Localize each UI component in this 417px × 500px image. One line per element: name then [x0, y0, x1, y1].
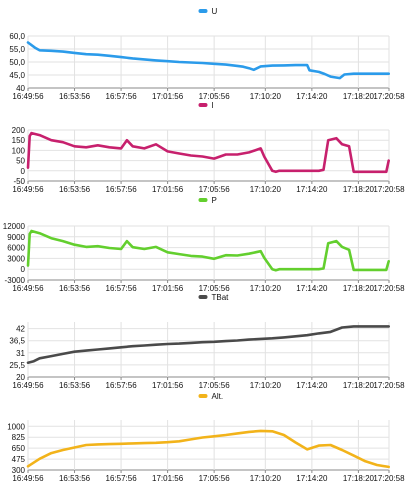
x-tick-label: 17:14:20 — [296, 92, 328, 101]
y-tick-label: 50 — [16, 157, 25, 166]
y-tick-label: 20 — [16, 373, 25, 382]
legend-swatch — [198, 198, 208, 202]
x-tick-label: 16:53:56 — [59, 92, 91, 101]
x-tick-label: 16:53:56 — [59, 474, 91, 483]
x-tick-label: 17:18:20 — [343, 284, 375, 293]
x-tick-label: 17:18:20 — [343, 185, 375, 194]
x-tick-label: 17:05:56 — [199, 284, 231, 293]
legend-swatch — [198, 103, 208, 107]
x-tick-label: 16:53:56 — [59, 185, 91, 194]
y-tick-label: 1000 — [7, 422, 25, 431]
y-tick-label: 55,0 — [9, 45, 25, 54]
chart-panel-1: 40 45,0 50,0 55,0 60,0 16:49:56 16:53:56 16:57:… — [9, 7, 405, 101]
legend-label: TBat — [212, 293, 230, 302]
y-tick-label: -50 — [13, 177, 25, 186]
x-tick-label: 17:18:20 — [343, 381, 375, 390]
y-tick-label: 0 — [21, 265, 26, 274]
y-tick-label: 45,0 — [9, 71, 25, 80]
x-tick-label: 17:05:56 — [199, 474, 231, 483]
x-tick-label: 17:18:20 — [343, 92, 375, 101]
legend-swatch — [198, 394, 208, 398]
y-tick-label: 6000 — [7, 244, 25, 253]
y-tick-label: -3000 — [5, 276, 26, 285]
y-tick-label: 150 — [12, 136, 26, 145]
y-tick-label: 25,5 — [9, 361, 25, 370]
x-tick-label: 16:49:56 — [12, 284, 44, 293]
x-tick-label: 16:57:56 — [106, 92, 138, 101]
x-tick-label: 17:14:20 — [296, 185, 328, 194]
y-tick-label: 36,5 — [9, 337, 25, 346]
x-tick-label: 17:18:20 — [343, 474, 375, 483]
x-tick-label: 17:14:20 — [296, 381, 328, 390]
x-tick-label: 17:01:56 — [152, 381, 184, 390]
x-tick-label: 17:05:56 — [199, 92, 231, 101]
y-tick-label: 300 — [12, 466, 26, 475]
legend-label: Alt. — [212, 392, 224, 401]
x-tick-label: 17:05:56 — [199, 185, 231, 194]
chart-panel-5: 300 475 650 825 1000 16:49:56 16:53:56 16:57:56… — [7, 392, 405, 483]
x-tick-label: 17:20:58 — [373, 284, 405, 293]
y-tick-label: 31 — [16, 349, 25, 358]
series-line-p — [26, 229, 391, 272]
y-tick-label: 40 — [16, 84, 25, 93]
y-tick-label: 42 — [16, 325, 25, 334]
x-tick-label: 16:57:56 — [106, 381, 138, 390]
series-line-u — [26, 41, 391, 80]
legend-label: P — [212, 196, 217, 205]
x-tick-label: 17:10:20 — [250, 284, 282, 293]
x-tick-label: 17:01:56 — [152, 92, 184, 101]
x-tick-label: 16:49:56 — [12, 92, 44, 101]
x-tick-label: 17:20:58 — [373, 474, 405, 483]
legend-label: I — [212, 101, 214, 110]
x-tick-label: 16:57:56 — [106, 185, 138, 194]
x-tick-label: 17:10:20 — [250, 381, 282, 390]
y-tick-label: 650 — [12, 444, 26, 453]
x-tick-label: 17:20:58 — [373, 381, 405, 390]
x-tick-label: 16:49:56 — [12, 381, 44, 390]
x-tick-label: 17:10:20 — [250, 185, 282, 194]
x-tick-label: 16:53:56 — [59, 284, 91, 293]
x-tick-label: 16:49:56 — [12, 185, 44, 194]
y-tick-label: 3000 — [7, 254, 25, 263]
x-tick-label: 17:14:20 — [296, 474, 328, 483]
series-line-tbat — [26, 325, 391, 365]
series-line-alt — [26, 429, 391, 469]
y-tick-label: 50,0 — [9, 58, 25, 67]
x-tick-label: 17:10:20 — [250, 474, 282, 483]
x-tick-label: 17:01:56 — [152, 284, 184, 293]
series-line-i — [26, 131, 391, 174]
y-tick-label: 100 — [12, 146, 26, 155]
x-tick-label: 16:53:56 — [59, 381, 91, 390]
x-tick-label: 16:57:56 — [106, 474, 138, 483]
y-tick-label: 200 — [12, 126, 26, 135]
y-tick-label: 0 — [21, 167, 26, 176]
x-tick-label: 16:57:56 — [106, 284, 138, 293]
x-tick-label: 16:49:56 — [12, 474, 44, 483]
x-tick-label: 17:14:20 — [296, 284, 328, 293]
x-tick-label: 17:01:56 — [152, 474, 184, 483]
chart-panel-4: 20 25,5 31 36,5 42 16:49:56 16:53:56 16:57:56 17… — [9, 293, 405, 390]
x-tick-label: 17:20:58 — [373, 92, 405, 101]
y-tick-label: 12000 — [3, 222, 26, 231]
legend-label: U — [212, 7, 218, 16]
y-tick-label: 475 — [12, 455, 26, 464]
y-tick-label: 825 — [12, 433, 26, 442]
x-tick-label: 17:20:58 — [373, 185, 405, 194]
x-tick-label: 17:01:56 — [152, 185, 184, 194]
y-tick-label: 60,0 — [9, 32, 25, 41]
x-tick-label: 17:10:20 — [250, 92, 282, 101]
x-tick-label: 17:05:56 — [199, 381, 231, 390]
y-tick-label: 9000 — [7, 233, 25, 242]
legend-swatch — [198, 295, 208, 299]
legend-swatch — [198, 9, 208, 13]
